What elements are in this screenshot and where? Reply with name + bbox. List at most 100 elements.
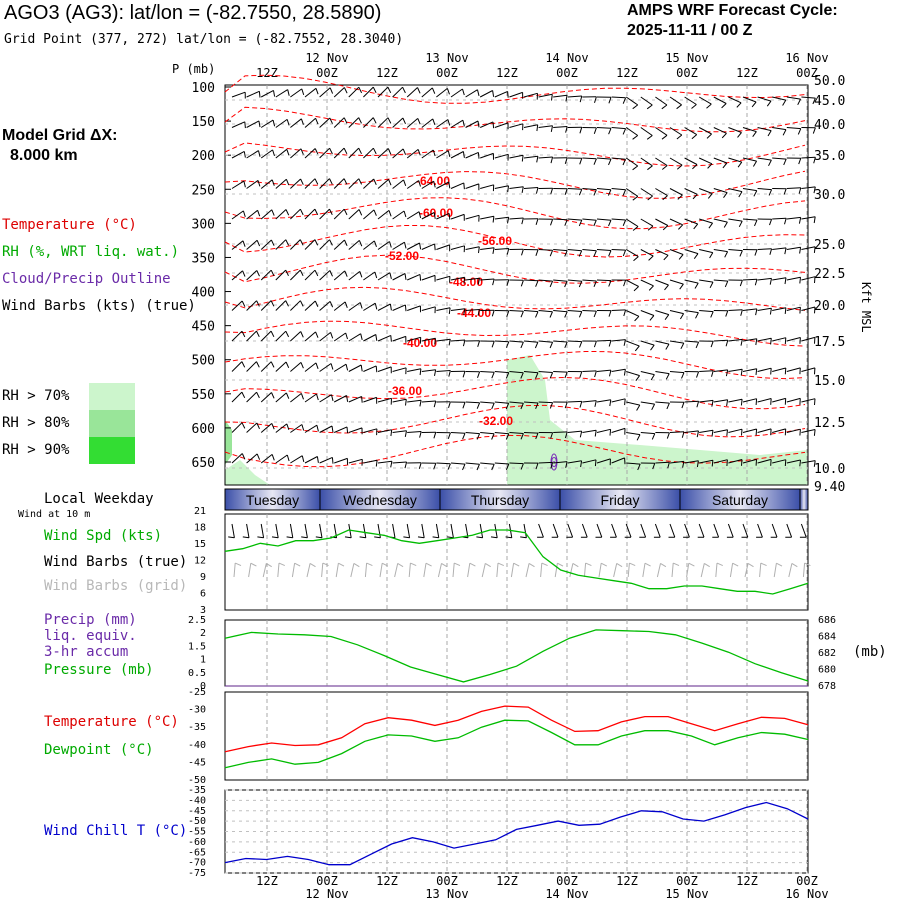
wind-barb (636, 434, 641, 441)
wind-barb (329, 147, 333, 155)
wind-barb (246, 300, 257, 311)
wind-barb (669, 460, 684, 464)
wind-barb (319, 332, 331, 342)
grid-wind-barb (572, 562, 579, 568)
wind-barb (285, 300, 289, 307)
grid-wind-barb (773, 563, 777, 578)
pressure-tick-label: 300 (192, 217, 215, 232)
wind-barb (626, 432, 641, 436)
wind-barb (798, 217, 802, 224)
wind-barb (465, 246, 480, 250)
wind-barb (348, 86, 360, 98)
wind-barb (742, 127, 757, 133)
wind-barb (649, 315, 655, 321)
wind-barb (772, 337, 786, 342)
grid-wind-barb (642, 563, 646, 578)
wind-barb (480, 401, 495, 404)
wind-barb (290, 269, 301, 281)
wind-barb (432, 149, 436, 157)
wind-barb (463, 277, 466, 284)
wind-barb (646, 104, 653, 110)
true-wind-barb (374, 536, 381, 539)
wind-barb (633, 286, 639, 292)
pressure-tick-label: 250 (192, 183, 215, 198)
wind-barb (290, 300, 301, 311)
wind-barb (231, 240, 244, 250)
height-tick-label: 9.40 (814, 480, 845, 495)
true-wind-barb (727, 523, 734, 538)
wind-barb (691, 134, 698, 140)
grid-wind-barb (656, 563, 661, 578)
wind-barb (728, 96, 742, 104)
wind-barb (699, 399, 714, 403)
wind-barb (256, 453, 261, 460)
pressure-panel: 2.5 2 1.5 1 0.5 0 686 684 682 680 678 (188, 615, 836, 692)
wind-barb (786, 276, 801, 281)
wind-barb (798, 187, 802, 194)
wind-barb (330, 332, 334, 339)
wind-barb (567, 460, 582, 464)
wind-barb (801, 216, 816, 220)
wind-barb (377, 86, 389, 98)
wind-barb (751, 101, 757, 108)
wind-barb (534, 342, 539, 349)
wind-barb (319, 117, 331, 128)
wind-barb (786, 246, 801, 250)
legend-rh90: RH > 90% (2, 442, 70, 458)
wind-barb (699, 188, 713, 194)
wind-barb (300, 362, 304, 369)
pressure-tick-label: 550 (192, 388, 215, 403)
wind-barb (693, 223, 699, 230)
wind-barb (799, 459, 801, 467)
wind-barb (536, 156, 539, 163)
wind-barb (260, 269, 272, 281)
wind-barb (479, 121, 494, 128)
wind-barb (626, 340, 640, 347)
wind-barb (550, 462, 554, 469)
wind-barb (640, 96, 653, 106)
wind-barb (578, 219, 583, 227)
wind-barb (695, 312, 699, 319)
true-wind-barb (377, 523, 381, 538)
true-wind-barb (505, 536, 512, 539)
wind-barb (419, 242, 422, 250)
wind-barb (691, 104, 697, 109)
weekday-label: Saturday (712, 492, 768, 508)
wind-barb (314, 300, 319, 308)
wind-barb (742, 96, 757, 103)
wind-barb (679, 313, 685, 320)
wind-barb (372, 117, 377, 124)
wind-barb (736, 102, 742, 108)
wind-barb (593, 250, 597, 257)
wind-barb (433, 212, 436, 219)
wind-barb (373, 209, 377, 216)
true-wind-barb (476, 536, 483, 539)
wind-barb (713, 369, 728, 372)
wind-barb (363, 365, 377, 372)
wind-barb (462, 339, 466, 347)
wind-barb (740, 399, 743, 406)
wind-barb (333, 87, 345, 98)
wind-barb (772, 247, 787, 250)
wind-barb (650, 374, 655, 381)
wind-barb (285, 269, 289, 277)
wind-barb (523, 371, 539, 374)
wind-barb (682, 461, 685, 468)
wind-barb (710, 311, 714, 318)
wind-barbs-grid-legend: Wind Barbs (grid) (44, 578, 188, 594)
true-wind-barb (301, 536, 308, 539)
wind-barb (447, 119, 451, 126)
station-title: AGO3 (AG3): lat/lon = (-82.7550, 28.5890… (4, 2, 382, 24)
wind-barb (304, 87, 317, 98)
wind-barb (363, 302, 376, 311)
wind-barb (477, 309, 481, 316)
true-wind-barb (447, 536, 454, 539)
isotherm-label: -48.00 (449, 275, 483, 289)
wind-barb (669, 127, 683, 136)
temperature-tick: -50 (188, 775, 206, 786)
wind-barb (799, 307, 801, 314)
wind-barb (260, 423, 273, 433)
wind-barb (330, 363, 334, 370)
wind-barb (725, 310, 729, 317)
